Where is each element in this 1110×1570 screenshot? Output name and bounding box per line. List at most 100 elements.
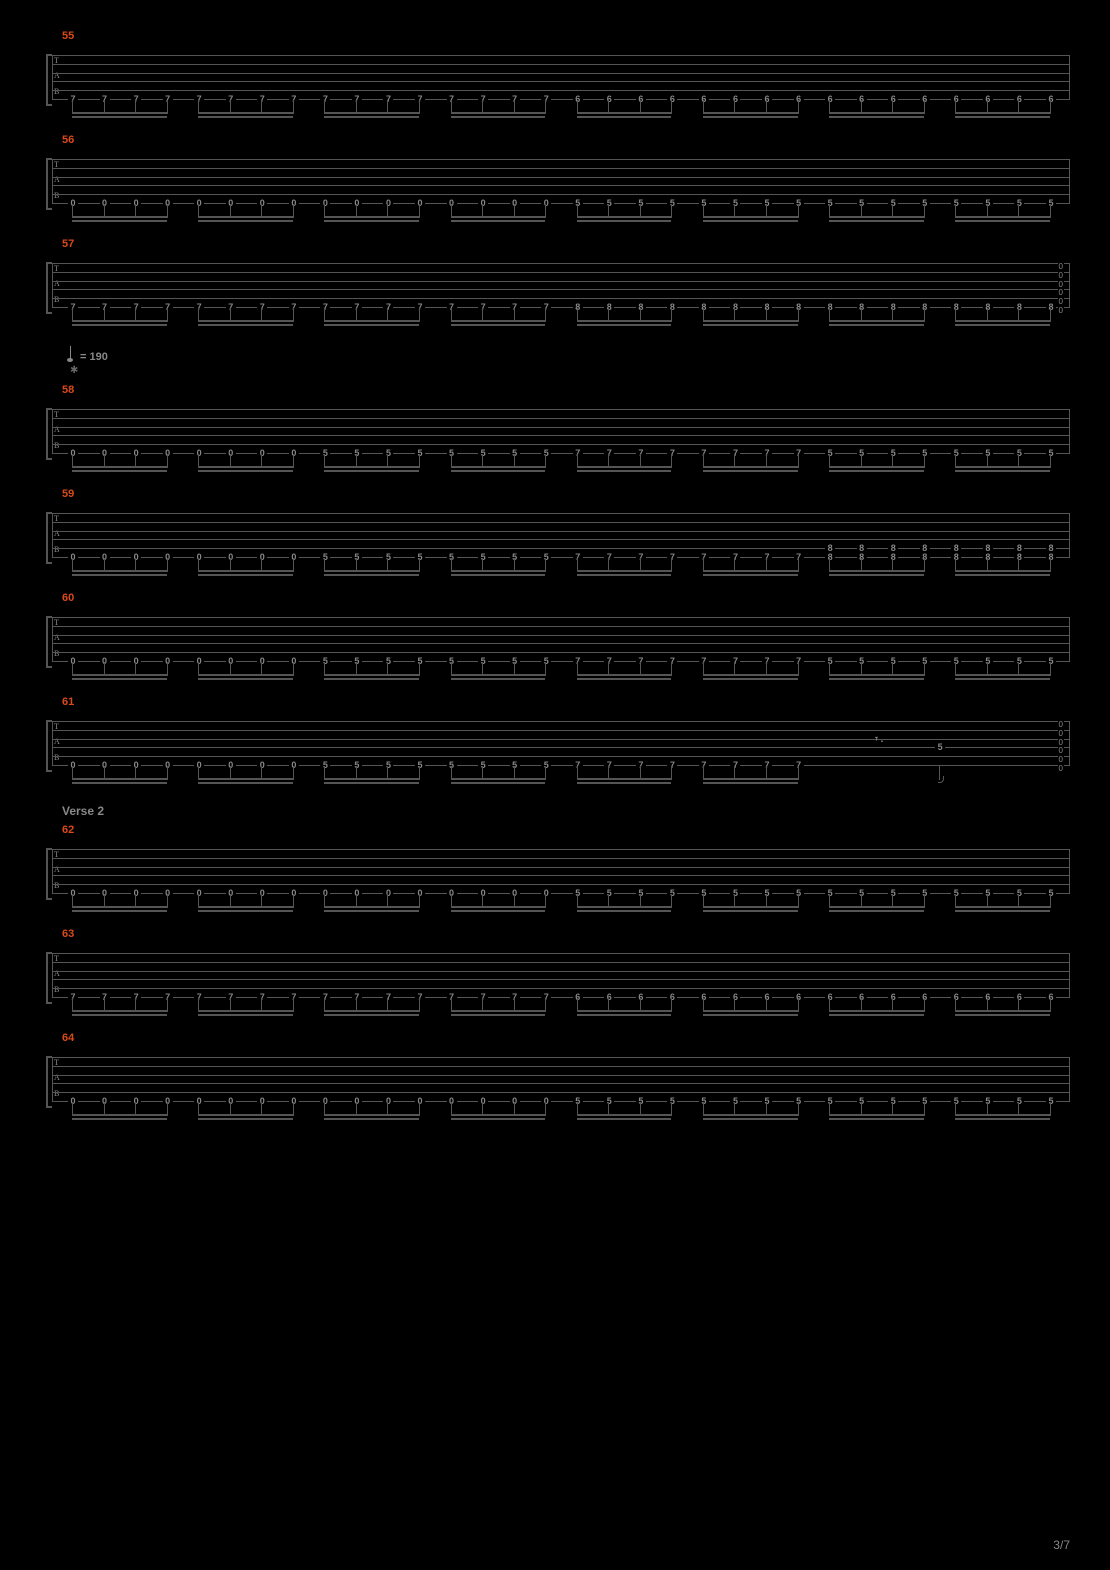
stem (924, 894, 925, 908)
beam-group (703, 204, 798, 222)
beam (955, 320, 1050, 322)
beam-group (703, 1102, 798, 1120)
beam (324, 906, 419, 908)
beam (72, 782, 167, 784)
tab-system: TAB77777777777777778888888888888888 (40, 252, 1070, 328)
beam (198, 910, 293, 912)
beam-group (703, 100, 798, 118)
stem (798, 308, 799, 322)
beam (198, 906, 293, 908)
fret-number: 8 (1046, 544, 1056, 553)
staff-line (52, 988, 1070, 989)
stem (419, 766, 420, 780)
beam (955, 324, 1050, 326)
beam (324, 320, 419, 322)
beam (829, 1010, 924, 1012)
tempo-text: = 190 (80, 351, 108, 363)
beam-group (324, 894, 419, 912)
end-chord: 000000 (1058, 263, 1064, 316)
beam (324, 674, 419, 676)
staff-line (52, 281, 1070, 282)
beam-group (324, 662, 419, 680)
tab-page: 55TAB77777777777777776666666666666666 (0, 0, 1110, 1570)
beam (703, 1114, 798, 1116)
beam (72, 470, 167, 472)
staff-line (52, 427, 1070, 428)
beam-group (72, 204, 167, 222)
stem (167, 894, 168, 908)
beam (324, 678, 419, 680)
beam (72, 910, 167, 912)
beam-group (577, 998, 672, 1016)
beam-group (451, 998, 546, 1016)
beam (829, 320, 924, 322)
beam (829, 116, 924, 118)
beam (451, 570, 546, 572)
beam (577, 220, 672, 222)
beam (198, 1014, 293, 1016)
beam (451, 678, 546, 680)
staff-line (52, 194, 1070, 195)
staff-line (52, 1066, 1070, 1067)
stem (1050, 558, 1051, 572)
barline-end (1069, 1057, 1070, 1101)
tab-system: TAB77777777777777776666666666666666 (40, 942, 1070, 1018)
tab-system: TAB77777777777777776666666666666666 (40, 44, 1070, 120)
beam (451, 1114, 546, 1116)
barline-start (52, 263, 53, 307)
beam-group (829, 308, 924, 326)
beam-group (577, 662, 672, 680)
beam-group (703, 766, 798, 784)
staff-line (52, 263, 1070, 264)
stem (167, 662, 168, 676)
staff-line (52, 643, 1070, 644)
beam (955, 470, 1050, 472)
beam (703, 678, 798, 680)
fret-number: 8 (825, 544, 835, 553)
staff-line (52, 617, 1070, 618)
stem (419, 558, 420, 572)
beam (955, 220, 1050, 222)
beam (955, 906, 1050, 908)
beam-group (577, 100, 672, 118)
staff-line (52, 962, 1070, 963)
staff-line (52, 513, 1070, 514)
beam-group (703, 454, 798, 472)
stem (1050, 454, 1051, 468)
page-current: 3 (1053, 1538, 1060, 1552)
barline-start (52, 849, 53, 893)
beam (451, 220, 546, 222)
barline-end (1069, 263, 1070, 307)
stem (1050, 894, 1051, 908)
bar-number: 60 (62, 592, 1070, 604)
beam (703, 674, 798, 676)
staff-line (52, 548, 1070, 549)
stem (671, 894, 672, 908)
beam-group (577, 1102, 672, 1120)
beam (955, 574, 1050, 576)
beam (829, 910, 924, 912)
staff-line (52, 1057, 1070, 1058)
beam (324, 1114, 419, 1116)
beam (324, 112, 419, 114)
barline-start (52, 513, 53, 557)
stem (924, 558, 925, 572)
beam-group (324, 454, 419, 472)
beam (198, 782, 293, 784)
stem (545, 662, 546, 676)
beam (829, 678, 924, 680)
beam (829, 1118, 924, 1120)
beam (198, 324, 293, 326)
staff-line (52, 756, 1070, 757)
staff-line (52, 849, 1070, 850)
beam-group (955, 894, 1050, 912)
staff-line (52, 298, 1070, 299)
beam (955, 1114, 1050, 1116)
beam (324, 574, 419, 576)
staff-line (52, 1083, 1070, 1084)
beam (324, 1118, 419, 1120)
staff-line (52, 272, 1070, 273)
tab-system: TAB00000000000000005555555555555555 (40, 148, 1070, 224)
barline-end (1069, 409, 1070, 453)
staff-line (52, 168, 1070, 169)
